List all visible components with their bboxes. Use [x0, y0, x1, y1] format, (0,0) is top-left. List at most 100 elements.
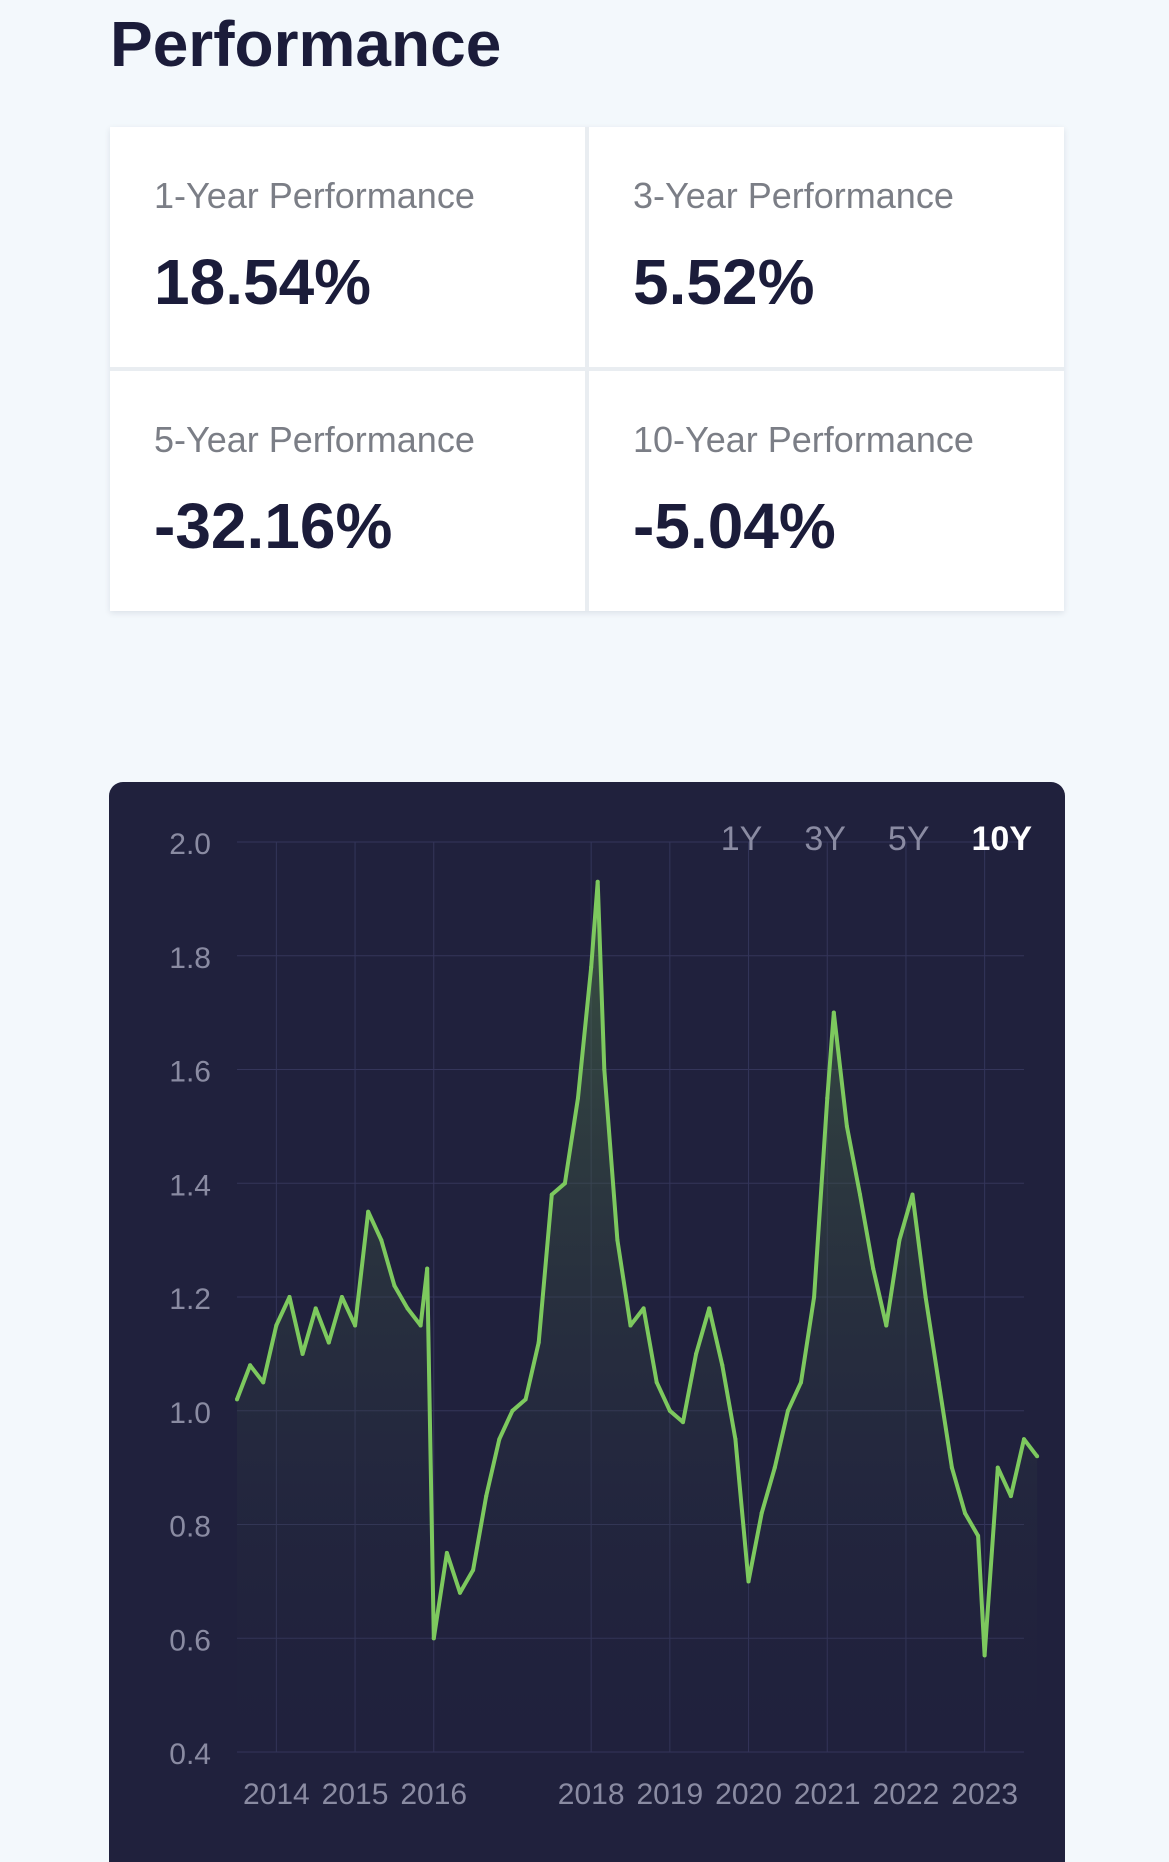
- data-point: [418, 1323, 423, 1328]
- data-point: [300, 1351, 305, 1356]
- data-point: [936, 1380, 941, 1385]
- y-tick-label: 1.0: [169, 1397, 211, 1430]
- x-tick-label: 2023: [951, 1778, 1018, 1811]
- data-point: [379, 1238, 384, 1243]
- data-point: [812, 1295, 817, 1299]
- performance-stats-grid: 1-Year Performance 18.54% 3-Year Perform…: [110, 127, 1064, 611]
- data-point: [680, 1420, 685, 1425]
- data-point: [1022, 1437, 1026, 1442]
- x-tick-label: 2022: [873, 1778, 940, 1811]
- x-axis-ticks: 2014 2015 2016 2018 2019 2020 2021 2022 2023: [243, 1778, 1018, 1811]
- data-point: [628, 1323, 633, 1328]
- stat-label: 1-Year Performance: [154, 175, 475, 216]
- data-point: [595, 879, 600, 884]
- data-point: [785, 1408, 790, 1413]
- y-tick-label: 2.0: [169, 828, 211, 861]
- chart-panel: 0.4 0.6 0.8 1.0 1.2 1.4 1.6 1.8 2.0 2014 2015 2016…: [109, 782, 1065, 1862]
- stat-value: 18.54%: [154, 246, 372, 318]
- y-tick-label: 0.4: [169, 1738, 211, 1771]
- data-point: [694, 1351, 699, 1356]
- data-point: [831, 1010, 836, 1015]
- data-point: [733, 1437, 738, 1442]
- data-point: [484, 1494, 489, 1499]
- data-point: [654, 1380, 659, 1385]
- data-point: [248, 1363, 253, 1368]
- data-point: [471, 1568, 476, 1572]
- data-point: [589, 965, 594, 970]
- performance-chart: 0.4 0.6 0.8 1.0 1.2 1.4 1.6 1.8 2.0 2014 2015 2016…: [169, 828, 1040, 1811]
- data-point: [523, 1397, 528, 1402]
- data-point: [858, 1192, 863, 1197]
- data-point: [707, 1306, 712, 1311]
- data-point: [497, 1437, 502, 1442]
- data-point: [844, 1124, 849, 1129]
- data-point: [976, 1533, 981, 1538]
- data-point: [536, 1340, 541, 1345]
- data-point: [825, 1095, 830, 1100]
- data-point: [431, 1636, 436, 1641]
- x-tick-label: 2016: [400, 1778, 467, 1811]
- stat-card-5-year: 5-Year Performance -32.16%: [110, 371, 585, 611]
- data-point: [326, 1340, 331, 1345]
- data-point: [720, 1363, 725, 1368]
- x-tick-label: 2015: [322, 1778, 389, 1811]
- data-point: [425, 1266, 430, 1271]
- data-point: [641, 1306, 646, 1311]
- y-axis-ticks: 0.4 0.6 0.8 1.0 1.2 1.4 1.6 1.8 2.0: [169, 828, 211, 1771]
- data-point: [261, 1380, 266, 1385]
- data-point: [897, 1238, 902, 1243]
- data-point: [871, 1266, 876, 1271]
- data-point: [235, 1397, 239, 1402]
- data-point: [910, 1192, 915, 1197]
- stat-card-10-year: 10-Year Performance -5.04%: [589, 371, 1064, 611]
- data-point: [1008, 1494, 1013, 1499]
- data-point: [576, 1095, 581, 1100]
- y-tick-label: 1.8: [169, 942, 211, 975]
- data-point: [274, 1323, 279, 1328]
- data-point: [923, 1295, 928, 1299]
- data-point: [457, 1590, 462, 1595]
- data-point: [366, 1209, 371, 1214]
- stat-label: 5-Year Performance: [154, 419, 475, 460]
- data-point: [405, 1306, 410, 1311]
- stat-card-3-year: 3-Year Performance 5.52%: [589, 127, 1064, 367]
- stat-value: -32.16%: [154, 490, 393, 562]
- data-point: [444, 1550, 449, 1555]
- data-point: [746, 1579, 751, 1584]
- stat-card-1-year: 1-Year Performance 18.54%: [110, 127, 585, 367]
- data-point: [602, 1067, 607, 1072]
- range-tab-5y[interactable]: 5Y: [887, 820, 930, 858]
- range-tab-1y[interactable]: 1Y: [720, 820, 763, 858]
- stat-label: 10-Year Performance: [633, 419, 974, 460]
- data-point: [995, 1465, 1000, 1470]
- x-tick-label: 2021: [794, 1778, 861, 1811]
- stat-value: 5.52%: [633, 246, 815, 318]
- data-point: [772, 1465, 777, 1470]
- x-tick-label: 2018: [558, 1778, 625, 1811]
- data-point: [759, 1511, 764, 1516]
- data-point: [667, 1408, 672, 1413]
- data-point: [392, 1283, 397, 1288]
- page-title: Performance: [110, 8, 502, 80]
- range-tab-3y[interactable]: 3Y: [804, 820, 846, 858]
- data-point: [562, 1181, 567, 1186]
- y-tick-label: 0.6: [169, 1624, 211, 1657]
- y-tick-label: 1.6: [169, 1056, 211, 1089]
- stat-value: -5.04%: [633, 490, 836, 562]
- stat-label: 3-Year Performance: [633, 175, 954, 216]
- data-point: [982, 1653, 987, 1658]
- y-tick-label: 1.2: [169, 1283, 211, 1316]
- data-point: [1035, 1454, 1040, 1459]
- data-point: [799, 1380, 804, 1385]
- range-tabs: 1Y 3Y 5Y 10Y: [679, 820, 1032, 859]
- data-point: [353, 1323, 358, 1328]
- x-tick-label: 2019: [636, 1778, 703, 1811]
- data-point: [962, 1511, 967, 1516]
- y-tick-label: 1.4: [169, 1169, 211, 1202]
- data-point: [549, 1192, 554, 1197]
- data-point: [949, 1465, 954, 1470]
- data-point: [510, 1408, 515, 1413]
- x-tick-label: 2014: [243, 1778, 310, 1811]
- data-points: [235, 879, 1040, 1658]
- range-tab-10y[interactable]: 10Y: [971, 820, 1033, 858]
